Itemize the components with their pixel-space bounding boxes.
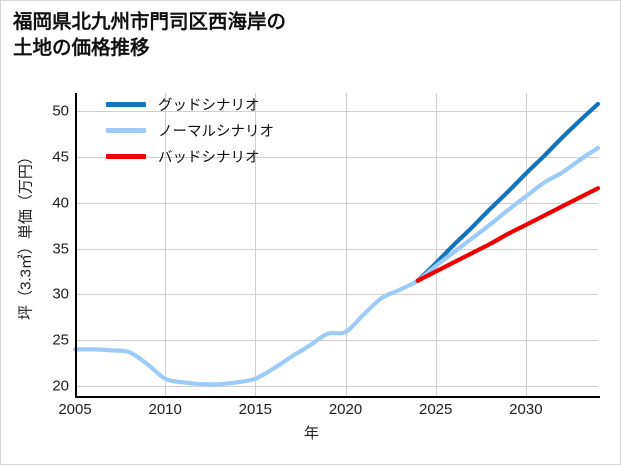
gridline-horizontal — [75, 386, 598, 387]
gridline-horizontal — [75, 111, 598, 113]
gridline-horizontal — [75, 340, 598, 342]
x-tick-label: 2010 — [148, 401, 182, 418]
x-tick-labels: 2005 2010 2015 2020 2025 2030 — [58, 401, 598, 425]
x-tick-label: 2015 — [238, 401, 273, 418]
gridline-horizontal — [75, 202, 598, 204]
x-axis-spine — [75, 396, 600, 398]
y-tick-label: 20 — [52, 377, 69, 395]
legend-swatch-bad — [106, 153, 146, 159]
y-tick-label: 30 — [52, 285, 69, 303]
x-tick-label: 2025 — [419, 401, 453, 418]
y-tick-label: 45 — [52, 148, 69, 166]
plot-area — [72, 93, 601, 397]
legend-item-bad: バッドシナリオ — [106, 143, 336, 169]
legend-swatch-normal — [106, 127, 146, 133]
chart-title: 福岡県北九州市門司区西海岸の 土地の価格推移 — [13, 11, 287, 60]
gridline-vertical — [435, 93, 437, 397]
series-line — [415, 186, 601, 283]
x-tick-label: 2030 — [509, 401, 543, 418]
series-line — [72, 145, 601, 387]
series-line — [415, 101, 601, 283]
y-tick-label: 40 — [52, 194, 69, 212]
y-axis-spine — [75, 93, 77, 398]
gridline-horizontal — [75, 248, 598, 250]
x-tick-label: 2005 — [58, 401, 92, 418]
gridline-vertical — [255, 93, 257, 397]
gridline-vertical — [525, 93, 527, 397]
y-tick-label: 50 — [52, 102, 69, 120]
gridline-vertical — [165, 93, 167, 397]
legend-label-bad: バッドシナリオ — [158, 149, 260, 166]
series-lines — [72, 101, 601, 387]
legend-item-good: グッドシナリオ — [106, 91, 336, 117]
legend-label-normal: ノーマルシナリオ — [158, 123, 274, 140]
y-tick-label: 35 — [52, 240, 69, 258]
y-tick-labels: 20 25 30 35 40 45 50 — [1, 93, 75, 397]
gridline-horizontal — [75, 157, 598, 159]
legend-label-good: グッドシナリオ — [158, 97, 260, 114]
plot-background — [75, 93, 598, 397]
x-tick-label: 2020 — [328, 401, 363, 418]
gridline-vertical — [345, 93, 347, 397]
gridline-horizontal — [75, 294, 598, 296]
x-axis-label: 年 — [303, 425, 319, 442]
legend-swatch-good — [106, 101, 146, 107]
chart-legend: グッドシナリオ ノーマルシナリオ バッドシナリオ — [106, 91, 336, 169]
legend-item-normal: ノーマルシナリオ — [106, 117, 336, 143]
y-axis-label: 坪（3.3㎡）単価（万円） — [17, 149, 35, 320]
y-tick-label: 25 — [52, 331, 69, 349]
